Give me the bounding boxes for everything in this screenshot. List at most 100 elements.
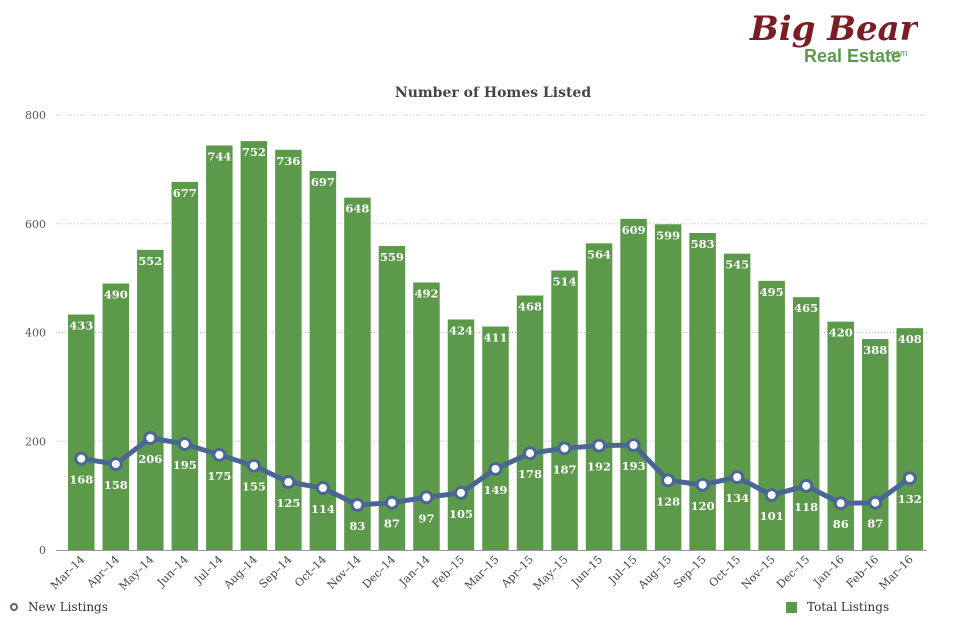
bar bbox=[827, 321, 854, 550]
line-value-label: 187 bbox=[553, 462, 577, 476]
bar-value-label: 552 bbox=[138, 254, 162, 268]
bar bbox=[689, 232, 716, 550]
line-value-label: 155 bbox=[242, 480, 266, 494]
bar bbox=[516, 295, 544, 550]
line-point bbox=[74, 451, 89, 466]
bar bbox=[275, 149, 302, 551]
bar bbox=[723, 253, 751, 550]
bar-value-label: 465 bbox=[794, 301, 818, 315]
x-tick-label: Aug–15 bbox=[635, 553, 674, 592]
x-tick-label: Sep–15 bbox=[671, 553, 709, 591]
line-point bbox=[902, 471, 917, 486]
line-value-label: 128 bbox=[656, 494, 680, 508]
line-value-label: 118 bbox=[794, 500, 818, 514]
bar-value-label: 514 bbox=[553, 275, 577, 289]
line-point bbox=[626, 438, 641, 453]
x-tick-label: Dec–14 bbox=[360, 553, 398, 591]
line-point bbox=[592, 438, 607, 453]
x-tick-label: Jan–14 bbox=[396, 553, 432, 589]
line-value-label: 178 bbox=[518, 467, 542, 481]
line-point bbox=[488, 461, 503, 476]
y-tick-label: 200 bbox=[25, 435, 46, 448]
line-point bbox=[281, 475, 296, 490]
line-point bbox=[868, 495, 883, 510]
line-point bbox=[523, 446, 538, 461]
x-tick-label: Feb–15 bbox=[430, 553, 468, 591]
legend-new-listings: New Listings bbox=[10, 600, 108, 614]
x-tick-label: Jan–16 bbox=[810, 553, 846, 589]
line-point bbox=[384, 495, 399, 510]
line-point bbox=[212, 447, 227, 462]
x-tick-label: Nov–14 bbox=[325, 553, 364, 592]
line-value-label: 192 bbox=[587, 460, 611, 474]
bar bbox=[447, 319, 475, 550]
y-axis-ticks: 0 200 400 600 800 bbox=[25, 109, 46, 557]
bar-value-label: 490 bbox=[104, 288, 128, 302]
x-tick-label: Apr–15 bbox=[498, 553, 536, 591]
bar bbox=[413, 282, 440, 550]
bar-value-label: 752 bbox=[242, 145, 266, 159]
new-listings-line bbox=[74, 430, 917, 512]
x-tick-label: Apr–14 bbox=[84, 553, 122, 591]
line-point bbox=[557, 441, 572, 456]
x-tick-label: Jun–15 bbox=[568, 553, 605, 590]
bar-value-label: 564 bbox=[587, 247, 611, 261]
line-value-label: 101 bbox=[760, 509, 784, 523]
bar-value-label: 736 bbox=[276, 154, 300, 168]
bar-value-label: 411 bbox=[483, 331, 507, 345]
bar-value-label: 599 bbox=[656, 228, 680, 242]
bar bbox=[620, 218, 647, 550]
x-tick-label: Aug–14 bbox=[221, 553, 260, 592]
logo-line2: Real Estate bbox=[804, 46, 901, 66]
x-tick-label: Nov–15 bbox=[739, 553, 778, 592]
bar bbox=[206, 145, 233, 550]
line-value-label: 105 bbox=[449, 507, 473, 521]
x-tick-label: Sep–14 bbox=[257, 553, 295, 591]
logo-suffix: .com bbox=[888, 48, 908, 58]
bar-value-label: 697 bbox=[311, 175, 335, 189]
line-value-label: 158 bbox=[104, 478, 128, 492]
legend-bar-swatch-icon bbox=[786, 601, 797, 613]
bar bbox=[137, 249, 164, 550]
bar-value-label: 468 bbox=[518, 300, 542, 314]
chart-title: Number of Homes Listed bbox=[395, 85, 591, 101]
line-value-label: 114 bbox=[311, 502, 335, 516]
bar-value-label: 559 bbox=[380, 250, 404, 264]
line-value-label: 175 bbox=[207, 469, 231, 483]
y-tick-label: 600 bbox=[25, 218, 46, 231]
line-value-label: 193 bbox=[622, 459, 646, 473]
bar-value-label: 495 bbox=[760, 285, 784, 299]
legend-line-marker-icon bbox=[10, 603, 18, 611]
bar bbox=[344, 197, 371, 550]
x-tick-label: Mar–14 bbox=[48, 553, 87, 592]
bar-value-label: 424 bbox=[449, 323, 473, 337]
bar bbox=[654, 224, 682, 550]
bar bbox=[758, 280, 785, 550]
line-point bbox=[730, 470, 745, 485]
bar-value-label: 420 bbox=[829, 326, 853, 340]
bar bbox=[482, 326, 509, 550]
line-point bbox=[143, 430, 158, 445]
bar-value-labels: 433 490 552 677 744 752 736 697 648 559 492 424 411 4… bbox=[69, 145, 921, 357]
bar bbox=[792, 297, 820, 550]
line-value-label: 195 bbox=[173, 458, 197, 472]
line-value-label: 206 bbox=[138, 452, 162, 466]
line-point bbox=[453, 485, 468, 500]
line-point bbox=[246, 458, 261, 473]
bar bbox=[240, 141, 268, 550]
bar-value-label: 408 bbox=[898, 332, 922, 346]
line-point bbox=[799, 478, 814, 493]
bar bbox=[171, 181, 199, 550]
line-value-label: 149 bbox=[483, 483, 507, 497]
bar-value-label: 609 bbox=[622, 223, 646, 237]
line-point bbox=[695, 477, 710, 492]
bar bbox=[896, 328, 923, 550]
line-value-labels: 168 158 206 195 175 155 125 114 83 87 97 105 149 178 1… bbox=[69, 452, 921, 533]
bar-value-label: 492 bbox=[414, 286, 438, 300]
bar-value-label: 744 bbox=[207, 149, 231, 163]
line-point bbox=[177, 436, 192, 451]
line-value-label: 168 bbox=[69, 473, 93, 487]
total-listings-bars bbox=[68, 141, 923, 551]
